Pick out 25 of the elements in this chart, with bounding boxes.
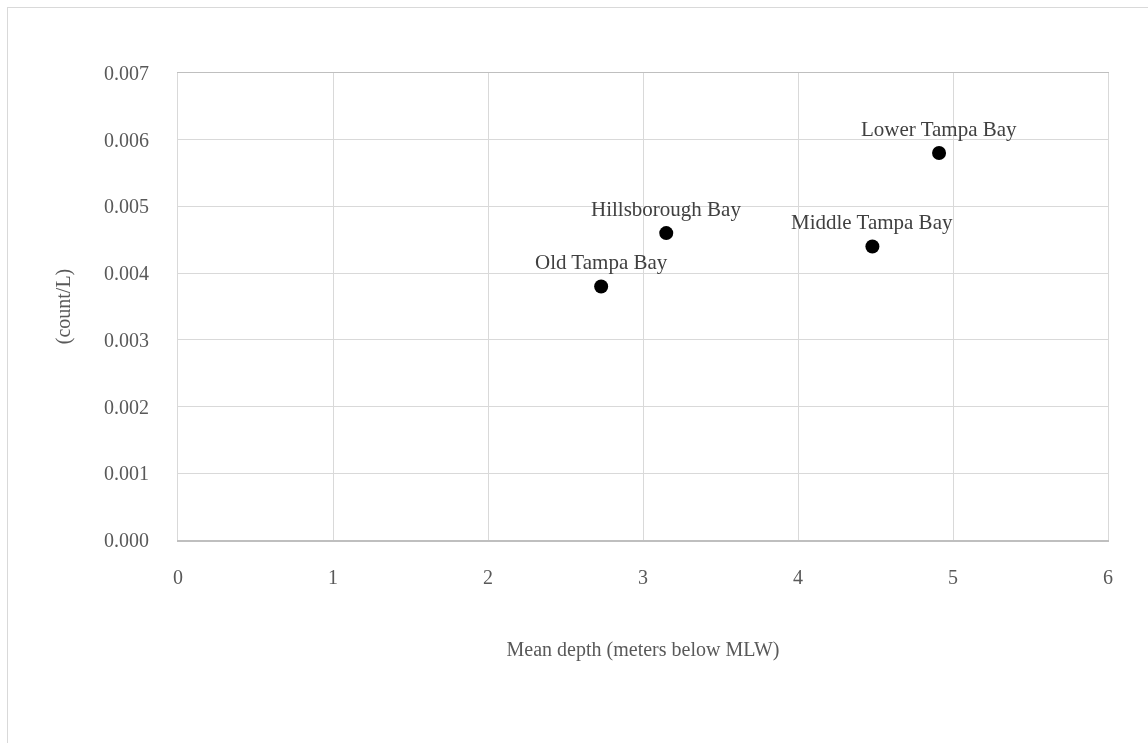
annotation: Lower Tampa Bay: [861, 117, 1018, 141]
x-tick-label: 0: [173, 565, 183, 588]
annotation: Old Tampa Bay: [535, 250, 668, 274]
point: [594, 279, 609, 294]
y-tick-label: 0.001: [104, 462, 149, 485]
y-tick-label: 0.000: [104, 529, 149, 551]
point: [865, 239, 880, 254]
x-tick-label: 4: [793, 565, 803, 588]
y-tick-label: 0.005: [104, 195, 149, 218]
y-tick-label: 0.007: [104, 62, 149, 84]
x-tick-label: 6: [1103, 565, 1113, 588]
annotation: Hillsborough Bay: [591, 197, 742, 221]
x-tick-label: 5: [948, 565, 958, 588]
x-tick-label: 2: [483, 565, 493, 588]
y-tick-label: 0.006: [104, 128, 149, 151]
y-axis-title: (count/L): [51, 268, 75, 345]
x-tick-label: 1: [328, 565, 338, 588]
point: [932, 146, 947, 161]
x-tick-label: 3: [638, 565, 648, 588]
annotation: Middle Tampa Bay: [791, 210, 953, 234]
y-tick-label: 0.003: [104, 328, 149, 351]
point: [659, 226, 674, 241]
y-tick-label: 0.004: [104, 262, 149, 285]
x-axis-title: Mean depth (meters below MLW): [506, 637, 780, 661]
y-tick-label: 0.002: [104, 395, 149, 418]
